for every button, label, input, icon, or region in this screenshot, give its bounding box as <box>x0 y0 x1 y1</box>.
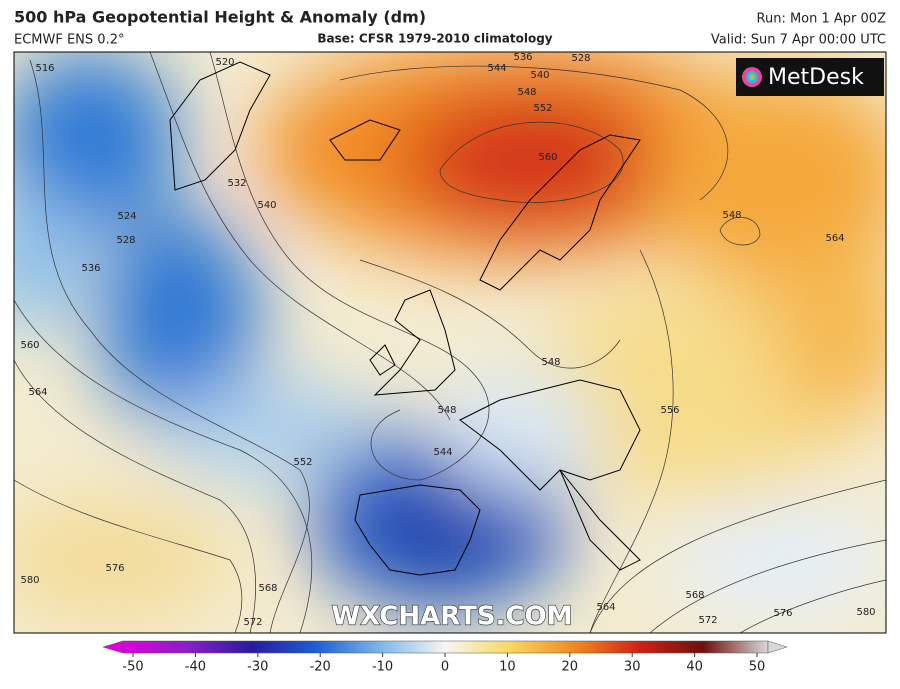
contour-label: 548 <box>541 357 560 368</box>
contour-label: 552 <box>533 103 552 114</box>
contour-label: 568 <box>685 590 704 601</box>
colorbar-tick-label: -50 <box>122 660 143 675</box>
contour-label: 564 <box>28 387 47 398</box>
contour-label: 580 <box>856 607 875 618</box>
model: ECMWF ENS 0.2° <box>14 33 124 48</box>
contour-label: 560 <box>538 152 557 163</box>
contour-label: 552 <box>293 457 312 468</box>
map-frame <box>13 51 887 634</box>
contours <box>14 52 886 633</box>
colorbar-tick-label: -30 <box>247 660 268 675</box>
colorbar-tick-label: 10 <box>499 660 516 675</box>
watermark: WXCHARTS.COM <box>331 602 572 632</box>
contour-label: 516 <box>35 63 54 74</box>
coastlines <box>169 61 641 576</box>
contour-label: 548 <box>437 405 456 416</box>
colorbar-tick-label: 50 <box>749 660 766 675</box>
colorbar-tick-label: 30 <box>624 660 641 675</box>
contour-label: 560 <box>20 340 39 351</box>
contour-label: 564 <box>596 602 615 613</box>
contour-label: 520 <box>215 57 234 68</box>
map: 516 520 524 528 532 536 540 560 564 552 544 548 548 5… <box>14 52 886 633</box>
contour-label: 580 <box>20 575 39 586</box>
contour-label: 568 <box>258 583 277 594</box>
colorbar-tick-label: 40 <box>686 660 703 675</box>
contour-label: 524 <box>117 211 136 222</box>
contour-label: 532 <box>227 178 246 189</box>
contour-label: 540 <box>530 70 549 81</box>
colorbar-tick-label: -10 <box>372 660 393 675</box>
valid: Valid: Sun 7 Apr 00:00 UTC <box>711 33 886 48</box>
run: Run: Mon 1 Apr 00Z <box>757 12 887 27</box>
contour-label: 528 <box>116 235 135 246</box>
contour-label: 576 <box>105 563 124 574</box>
contour-label: 544 <box>487 63 506 74</box>
colorbar-tick-label: -40 <box>185 660 206 675</box>
base: Base: CFSR 1979-2010 climatology <box>317 32 552 46</box>
logo-text: MetDesk <box>768 65 864 90</box>
contour-label: 572 <box>243 617 262 628</box>
colorbar-tick-label: 20 <box>562 660 579 675</box>
contour-label: 548 <box>517 87 536 98</box>
contour-label: 536 <box>81 263 100 274</box>
colorbar-tick-label: 0 <box>441 660 449 675</box>
contour-label: 576 <box>773 608 792 619</box>
colorbar <box>102 640 788 654</box>
contour-label: 544 <box>433 447 452 458</box>
contour-label: 548 <box>722 210 741 221</box>
title: 500 hPa Geopotential Height & Anomaly (d… <box>14 8 426 27</box>
contour-label: 536 <box>513 52 532 63</box>
contour-label: 528 <box>571 53 590 64</box>
contour-label: 572 <box>698 615 717 626</box>
colorbar-tick-label: -20 <box>310 660 331 675</box>
contour-label: 556 <box>660 405 679 416</box>
logo: MetDesk <box>736 58 884 96</box>
contour-label: 564 <box>825 233 844 244</box>
contour-label: 540 <box>257 200 276 211</box>
